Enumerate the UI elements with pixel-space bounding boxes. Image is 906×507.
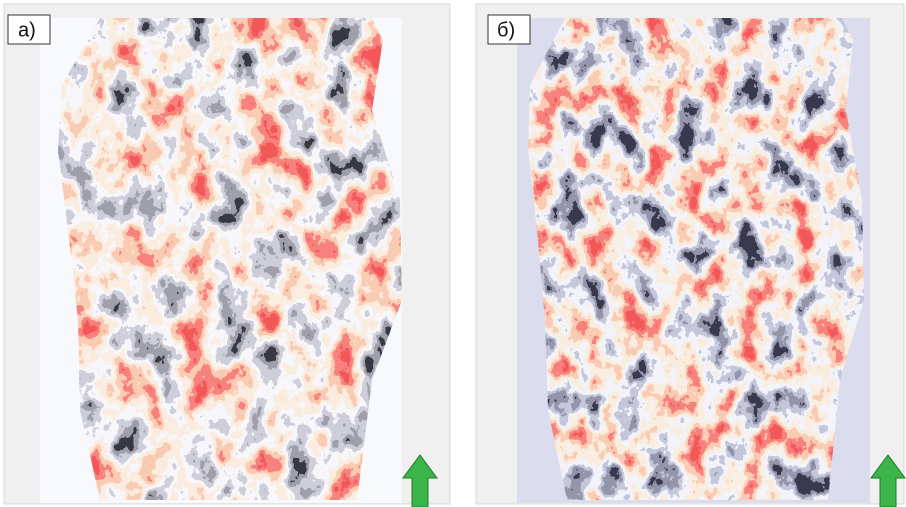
map-texture (510, 10, 880, 505)
seismic-map (510, 10, 880, 505)
seismic-map (40, 10, 420, 505)
panel-label: б) (497, 19, 515, 41)
map-texture (40, 10, 420, 505)
figure: а) б) (0, 0, 906, 507)
panel-label: а) (18, 19, 36, 41)
page: а) б) (() => { const data = JSON.parse(d… (0, 0, 906, 507)
